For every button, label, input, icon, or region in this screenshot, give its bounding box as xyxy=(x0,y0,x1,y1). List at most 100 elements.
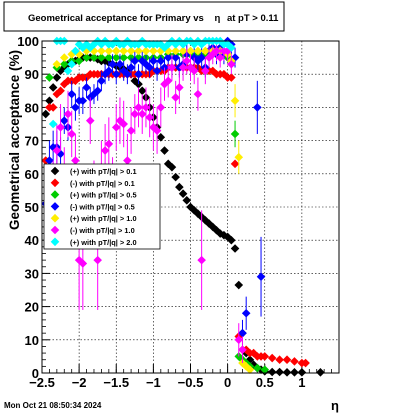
data-point xyxy=(130,56,140,66)
data-point xyxy=(189,40,199,49)
data-point xyxy=(175,83,184,92)
data-point xyxy=(63,109,73,119)
data-point xyxy=(193,89,203,99)
data-point xyxy=(171,93,180,102)
data-point xyxy=(85,43,95,52)
data-point xyxy=(167,162,177,172)
data-point xyxy=(123,156,132,165)
data-point xyxy=(256,272,266,282)
data-point xyxy=(145,113,154,122)
data-point xyxy=(234,335,244,345)
data-point xyxy=(171,46,180,56)
x-tick-label: −2 xyxy=(72,375,87,390)
data-point xyxy=(149,46,158,56)
data-point xyxy=(104,66,114,76)
series-7 xyxy=(48,36,236,129)
data-point xyxy=(197,53,206,62)
data-point xyxy=(316,368,325,377)
legend-label: (-) with pT/|q| > 1.0 xyxy=(70,226,135,235)
data-point xyxy=(152,126,162,135)
data-point xyxy=(301,358,310,368)
data-point xyxy=(156,132,166,142)
data-point xyxy=(230,244,240,253)
data-point xyxy=(100,146,110,155)
data-point xyxy=(137,56,147,66)
data-point xyxy=(178,46,188,56)
data-point xyxy=(45,156,54,165)
data-point xyxy=(189,66,199,76)
data-point xyxy=(175,182,184,192)
legend-label: (-) with pT/|q| > 0.1 xyxy=(70,179,135,188)
data-point xyxy=(189,206,199,215)
x-tick-label: −0.5 xyxy=(178,375,204,390)
data-point xyxy=(71,46,80,56)
data-point xyxy=(178,189,188,199)
data-point xyxy=(193,209,203,218)
data-point xyxy=(208,66,218,76)
data-point xyxy=(171,40,180,49)
x-axis-label: η xyxy=(331,398,339,413)
data-point xyxy=(104,53,114,62)
legend-marker xyxy=(50,225,60,235)
data-point xyxy=(275,355,284,365)
data-point xyxy=(119,53,128,62)
data-point xyxy=(267,353,277,363)
data-point xyxy=(141,46,151,56)
data-point xyxy=(134,40,143,49)
data-point xyxy=(82,83,91,92)
data-point xyxy=(201,46,210,56)
data-point xyxy=(234,280,244,290)
data-point xyxy=(227,59,236,69)
data-point xyxy=(171,53,180,62)
data-point xyxy=(163,76,173,86)
data-point xyxy=(230,159,240,169)
y-tick-label: 60 xyxy=(25,167,39,182)
data-point xyxy=(253,103,262,112)
legend-marker xyxy=(50,237,60,247)
x-tick-label: 0 xyxy=(224,375,231,390)
data-point xyxy=(130,109,140,119)
data-point xyxy=(260,365,270,374)
data-point xyxy=(137,109,147,119)
data-point xyxy=(297,368,307,377)
footer-timestamp: Mon Oct 21 08:50:34 2024 xyxy=(4,401,102,410)
data-point xyxy=(245,365,255,374)
legend-marker xyxy=(50,166,60,176)
data-point xyxy=(156,46,166,56)
data-point xyxy=(85,116,95,125)
data-point xyxy=(238,328,247,338)
data-point xyxy=(126,63,136,72)
data-point xyxy=(111,123,121,132)
legend-label: (+) with pT/|q| > 2.0 xyxy=(70,238,137,247)
data-point xyxy=(260,352,270,361)
data-point xyxy=(230,96,240,106)
data-point xyxy=(145,63,154,72)
y-tick-label: 90 xyxy=(25,67,39,82)
data-point xyxy=(227,235,236,245)
data-point xyxy=(74,255,84,265)
legend: (+) with pT/|q| > 0.1 (-) with pT/|q| > 0… xyxy=(43,163,161,250)
y-tick-label: 30 xyxy=(25,266,39,281)
y-tick-label: 40 xyxy=(25,233,39,248)
x-tick-label: −2.5 xyxy=(29,375,55,390)
data-point xyxy=(182,196,192,205)
data-point xyxy=(197,255,206,265)
data-point xyxy=(163,53,173,62)
data-point xyxy=(137,86,147,96)
data-point xyxy=(141,59,151,69)
x-tick-label: −1 xyxy=(146,375,161,390)
data-point xyxy=(67,89,76,99)
data-point xyxy=(134,69,143,79)
data-point xyxy=(78,259,88,268)
data-point xyxy=(282,355,292,365)
data-point xyxy=(119,119,128,129)
data-point xyxy=(163,40,173,49)
data-point xyxy=(249,360,258,369)
data-point xyxy=(241,362,251,371)
legend-box xyxy=(43,163,161,250)
data-point xyxy=(152,66,162,76)
data-point xyxy=(82,53,91,62)
data-point xyxy=(89,40,99,49)
data-point xyxy=(201,66,210,76)
